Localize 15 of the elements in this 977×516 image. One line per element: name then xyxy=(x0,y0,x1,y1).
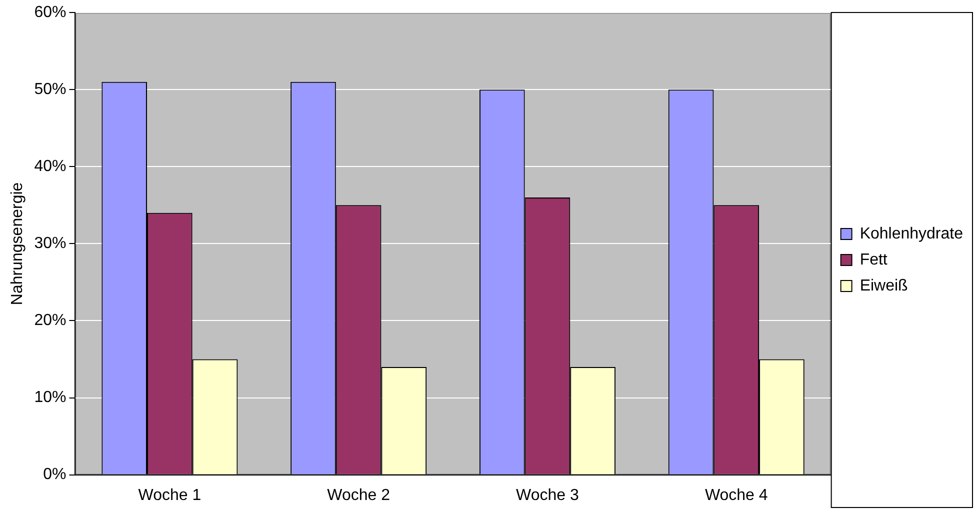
y-axis-title: Nahrungsenergie xyxy=(9,182,26,306)
y-tick-label: 50% xyxy=(34,81,66,98)
x-tick-label: Woche 3 xyxy=(516,486,579,504)
y-tick-label: 0% xyxy=(43,466,66,484)
legend-label: Fett xyxy=(860,251,888,268)
x-tick-label: Woche 1 xyxy=(138,486,202,504)
y-tick-label: 30% xyxy=(34,235,66,252)
x-tick-label: Woche 2 xyxy=(327,486,390,504)
legend-label: Eiweiß xyxy=(860,277,908,294)
y-tick-label: 10% xyxy=(34,389,66,406)
x-tick-label: Woche 4 xyxy=(704,486,768,504)
y-tick-label: 20% xyxy=(34,312,66,330)
y-tick-label: 40% xyxy=(34,158,66,176)
y-tick-label: 60% xyxy=(34,4,66,22)
legend-label: Kohlenhydrate xyxy=(860,225,964,242)
